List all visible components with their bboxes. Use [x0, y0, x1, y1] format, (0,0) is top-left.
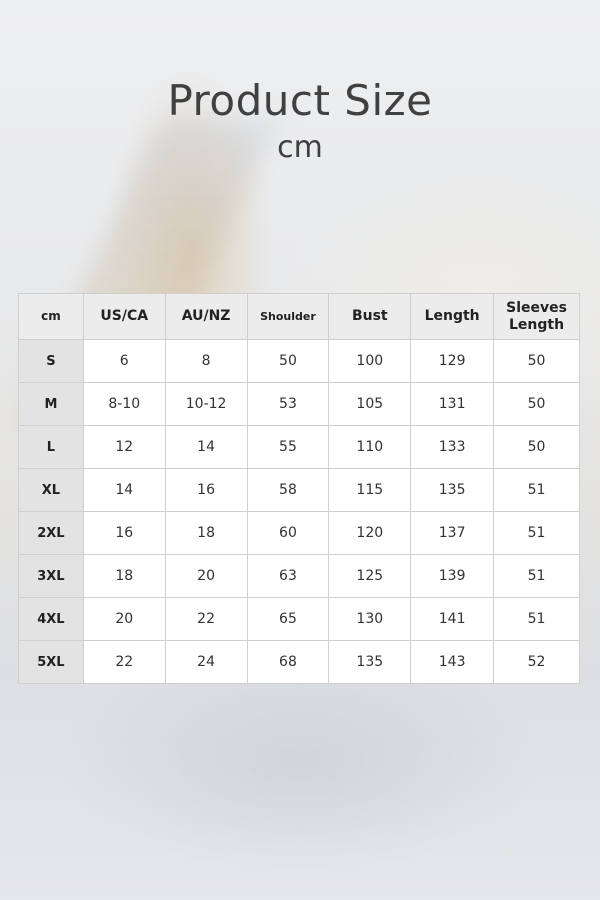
table-cell: 50	[246, 339, 330, 383]
table-cell: 131	[410, 382, 495, 426]
table-cell: 58	[246, 468, 330, 512]
table-cell: 22	[82, 640, 166, 684]
table-cell: 18	[164, 511, 248, 555]
size-chart-table: cm US/CA AU/NZ Shoulder Bust Length Sleeves Len…	[18, 293, 580, 684]
table-row: M 8-10 10-12 53 105 131 50	[18, 382, 580, 426]
table-cell: 63	[246, 554, 330, 598]
table-cell: 129	[410, 339, 495, 383]
table-row: S 6 8 50 100 129 50	[18, 339, 580, 383]
table-cell: 60	[246, 511, 330, 555]
table-cell: 18	[82, 554, 166, 598]
table-cell: 115	[328, 468, 412, 512]
table-cell: 20	[164, 554, 248, 598]
column-header: AU/NZ	[164, 293, 248, 340]
table-cell: 51	[493, 468, 580, 512]
table-cell: 51	[493, 511, 580, 555]
table-cell: 6	[82, 339, 166, 383]
table-cell: 137	[410, 511, 495, 555]
size-label-cell: L	[18, 425, 84, 469]
size-label-cell: XL	[18, 468, 84, 512]
column-header: Length	[410, 293, 495, 340]
table-row: 3XL 18 20 63 125 139 51	[18, 554, 580, 598]
page-title: Product Size	[167, 76, 433, 125]
table-cell: 100	[328, 339, 412, 383]
column-header: Sleeves Length	[493, 293, 580, 340]
table-cell: 55	[246, 425, 330, 469]
table-row: 2XL 16 18 60 120 137 51	[18, 511, 580, 555]
table-cell: 20	[82, 597, 166, 641]
table-cell: 22	[164, 597, 248, 641]
table-cell: 14	[82, 468, 166, 512]
table-cell: 143	[410, 640, 495, 684]
size-label-cell: 3XL	[18, 554, 84, 598]
table-cell: 10-12	[164, 382, 248, 426]
table-cell: 105	[328, 382, 412, 426]
table-cell: 65	[246, 597, 330, 641]
column-header: US/CA	[82, 293, 166, 340]
page-subtitle: cm	[277, 130, 323, 165]
size-label-cell: 4XL	[18, 597, 84, 641]
table-cell: 8-10	[82, 382, 166, 426]
table-cell: 50	[493, 339, 580, 383]
table-cell: 125	[328, 554, 412, 598]
table-cell: 53	[246, 382, 330, 426]
column-header: Shoulder	[246, 293, 330, 340]
table-cell: 139	[410, 554, 495, 598]
table-row: XL 14 16 58 115 135 51	[18, 468, 580, 512]
table-cell: 130	[328, 597, 412, 641]
size-label-cell: 5XL	[18, 640, 84, 684]
table-cell: 141	[410, 597, 495, 641]
table-cell: 50	[493, 425, 580, 469]
table-cell: 8	[164, 339, 248, 383]
table-cell: 12	[82, 425, 166, 469]
column-header: cm	[18, 293, 84, 340]
table-cell: 68	[246, 640, 330, 684]
table-cell: 52	[493, 640, 580, 684]
table-header-row: cm US/CA AU/NZ Shoulder Bust Length Sleeves Len…	[18, 293, 580, 340]
size-label-cell: 2XL	[18, 511, 84, 555]
size-label-cell: M	[18, 382, 84, 426]
table-cell: 133	[410, 425, 495, 469]
table-cell: 51	[493, 597, 580, 641]
table-cell: 120	[328, 511, 412, 555]
table-cell: 24	[164, 640, 248, 684]
table-cell: 16	[82, 511, 166, 555]
table-row: L 12 14 55 110 133 50	[18, 425, 580, 469]
table-cell: 135	[410, 468, 495, 512]
table-cell: 51	[493, 554, 580, 598]
table-row: 5XL 22 24 68 135 143 52	[18, 640, 580, 684]
table-cell: 110	[328, 425, 412, 469]
table-cell: 14	[164, 425, 248, 469]
table-cell: 135	[328, 640, 412, 684]
column-header: Bust	[328, 293, 412, 340]
size-label-cell: S	[18, 339, 84, 383]
table-cell: 16	[164, 468, 248, 512]
table-row: 4XL 20 22 65 130 141 51	[18, 597, 580, 641]
table-cell: 50	[493, 382, 580, 426]
